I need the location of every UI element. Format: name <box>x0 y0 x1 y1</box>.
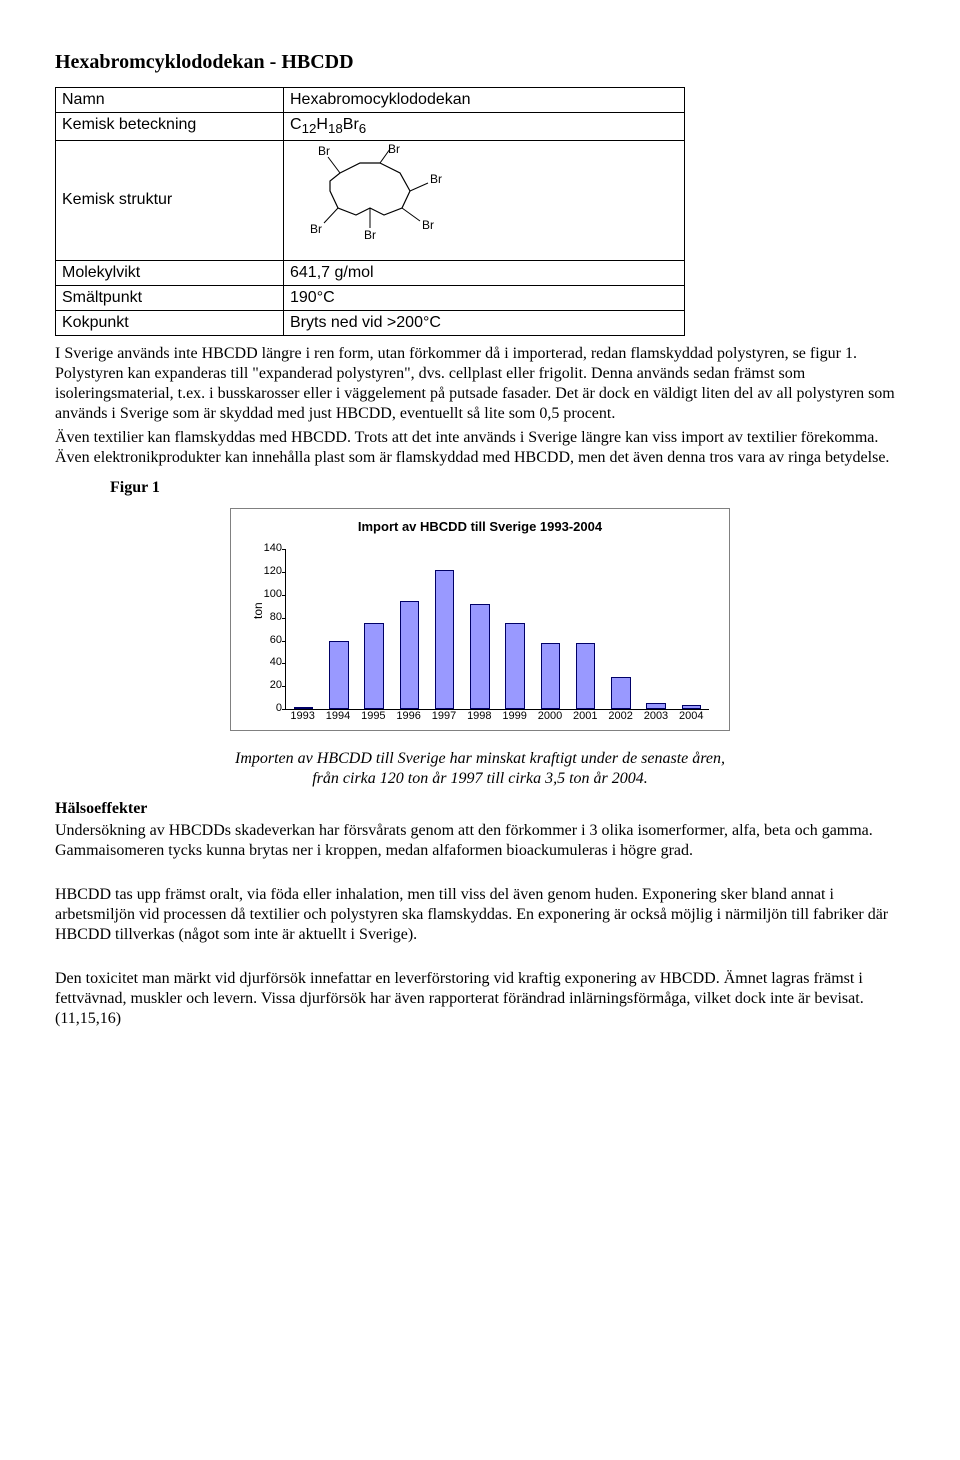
chart-bar <box>576 643 595 709</box>
table-row: Kokpunkt Bryts ned vid >200°C <box>56 310 685 335</box>
chart-ytick: 100 <box>256 588 282 602</box>
svg-text:Br: Br <box>430 172 442 186</box>
chart-xtick: 1994 <box>320 710 355 724</box>
chart-plot-area: 020406080100120140 <box>285 549 709 710</box>
prop-value: Hexabromocyklododekan <box>284 88 685 113</box>
chart-bar <box>294 707 313 709</box>
prop-label: Kemisk beteckning <box>56 113 284 141</box>
chart-bar <box>329 641 348 710</box>
chart-xtick: 1998 <box>462 710 497 724</box>
section-heading-health: Hälsoeffekter <box>55 799 905 819</box>
paragraph: I Sverige används inte HBCDD längre i re… <box>55 344 905 424</box>
chart-ytick: 120 <box>256 565 282 579</box>
chart-xtick: 2001 <box>568 710 603 724</box>
chart-xtick: 1997 <box>426 710 461 724</box>
svg-text:Br: Br <box>422 218 434 232</box>
chart-xtick: 2000 <box>532 710 567 724</box>
chart-bar <box>364 623 383 709</box>
chart-xtick: 2003 <box>638 710 673 724</box>
page-title: Hexabromcyklododekan - HBCDD <box>55 50 905 75</box>
chart-xtick: 2004 <box>674 710 709 724</box>
table-row: Namn Hexabromocyklododekan <box>56 88 685 113</box>
properties-table: Namn Hexabromocyklododekan Kemisk beteck… <box>55 87 685 336</box>
prop-label: Molekylvikt <box>56 260 284 285</box>
chart-bar <box>541 643 560 709</box>
table-row: Molekylvikt 641,7 g/mol <box>56 260 685 285</box>
chart-bar <box>682 705 701 709</box>
chart-bar <box>470 604 489 709</box>
chart-xtick: 1993 <box>285 710 320 724</box>
chart-xtick: 1995 <box>356 710 391 724</box>
paragraph: Undersökning av HBCDDs skadeverkan har f… <box>55 821 905 861</box>
figure-caption: Importen av HBCDD till Sverige har minsk… <box>160 749 800 789</box>
prop-value: 641,7 g/mol <box>284 260 685 285</box>
prop-label: Smältpunkt <box>56 285 284 310</box>
chart-ytick: 20 <box>256 679 282 693</box>
table-row: Smältpunkt 190°C <box>56 285 685 310</box>
chart-bar <box>400 601 419 710</box>
table-row: Kemisk struktur Br Br Br Br Br Br <box>56 140 685 260</box>
chart-bar <box>646 703 665 709</box>
prop-value: 190°C <box>284 285 685 310</box>
chart-bar <box>435 570 454 709</box>
prop-label: Kokpunkt <box>56 310 284 335</box>
molecule-svg: Br Br Br Br Br Br <box>290 143 450 253</box>
chart-xtick: 1996 <box>391 710 426 724</box>
chart-ytick: 60 <box>256 634 282 648</box>
prop-value: Bryts ned vid >200°C <box>284 310 685 335</box>
prop-label: Namn <box>56 88 284 113</box>
chart-ytick: 140 <box>256 542 282 556</box>
paragraph: Även textilier kan flamskyddas med HBCDD… <box>55 428 905 468</box>
prop-label: Kemisk struktur <box>56 140 284 260</box>
chart-bar <box>611 677 630 709</box>
chart-xtick: 1999 <box>497 710 532 724</box>
import-chart: Import av HBCDD till Sverige 1993-2004 t… <box>230 508 730 731</box>
table-row: Kemisk beteckning C12H18Br6 <box>56 113 685 141</box>
svg-text:Br: Br <box>310 222 322 236</box>
svg-text:Br: Br <box>388 143 400 156</box>
chart-ytick: 0 <box>256 702 282 716</box>
chart-ytick: 80 <box>256 611 282 625</box>
molecule-structure: Br Br Br Br Br Br <box>284 140 685 260</box>
chart-ytick: 40 <box>256 657 282 671</box>
svg-text:Br: Br <box>318 144 330 158</box>
paragraph: HBCDD tas upp främst oralt, via föda ell… <box>55 885 905 945</box>
chart-bar <box>505 623 524 709</box>
chart-title: Import av HBCDD till Sverige 1993-2004 <box>243 519 717 535</box>
chart-xtick: 2002 <box>603 710 638 724</box>
prop-value: C12H18Br6 <box>284 113 685 141</box>
svg-text:Br: Br <box>364 228 376 242</box>
figure-label: Figur 1 <box>110 478 905 498</box>
paragraph: Den toxicitet man märkt vid djurförsök i… <box>55 969 905 1029</box>
chart-xlabels: 1993199419951996199719981999200020012002… <box>285 710 709 724</box>
